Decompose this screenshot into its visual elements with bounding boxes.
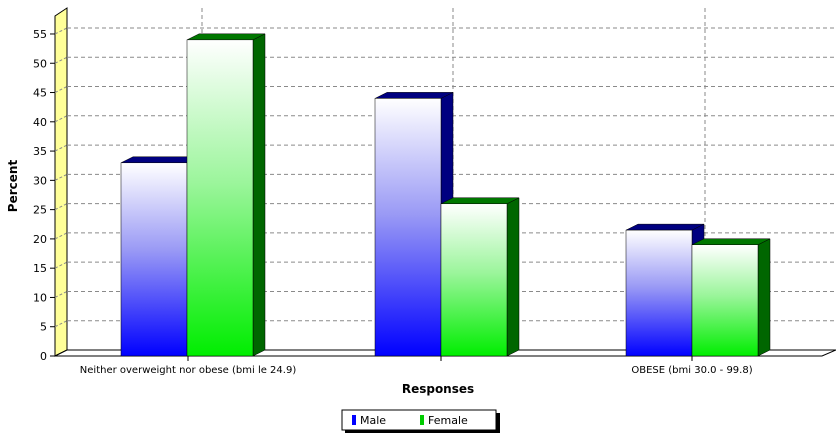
y-tick-label: 5 <box>40 321 47 334</box>
gridline-wall <box>54 86 68 93</box>
y-tick-label: 10 <box>33 291 47 304</box>
gridline-wall <box>54 291 68 298</box>
y-tick-label: 35 <box>33 145 47 158</box>
bar-female-1 <box>440 197 520 357</box>
gridline-wall <box>54 56 68 64</box>
legend-label-female: Female <box>428 414 468 427</box>
y-tick-label: 50 <box>33 57 47 70</box>
y-tick-label: 15 <box>33 262 47 275</box>
y-tick-label: 0 <box>40 350 47 363</box>
legend-swatch-female <box>420 415 424 425</box>
gridline-wall <box>54 203 68 211</box>
legend: Male Female <box>341 409 500 433</box>
bar-female-0 <box>186 33 266 357</box>
gridline-wall <box>54 27 68 35</box>
legend-swatch-male <box>352 415 356 425</box>
y-tick-label: 25 <box>33 204 47 217</box>
gridline-wall <box>54 115 68 123</box>
x-tick-label: OBESE (bmi 30.0 - 99.8) <box>631 365 752 376</box>
bar-female-2 <box>691 238 771 357</box>
y-tick-label: 40 <box>33 116 47 129</box>
y-tick-label: 20 <box>33 233 47 246</box>
y-axis-ticks: 0 5 10 15 20 25 30 35 40 45 50 55 <box>33 28 55 363</box>
gridline-wall <box>54 232 68 240</box>
bars <box>120 33 771 357</box>
gridline-wall <box>54 261 68 269</box>
x-tick-label: Neither overweight nor obese (bmi le 24.… <box>80 365 297 376</box>
y-tick-label: 55 <box>33 28 47 41</box>
y-tick-label: 45 <box>33 87 47 100</box>
gridline-wall <box>54 320 68 328</box>
legend-label-male: Male <box>360 414 386 427</box>
x-axis-title: Responses <box>402 382 474 396</box>
y-tick-label: 30 <box>33 174 47 187</box>
y-axis-title: Percent <box>6 160 20 213</box>
gridline-wall <box>54 144 68 152</box>
gridline-wall <box>54 173 68 181</box>
x-axis-ticks: Neither overweight nor obese (bmi le 24.… <box>80 356 753 376</box>
bar-male-1 <box>374 91 454 357</box>
